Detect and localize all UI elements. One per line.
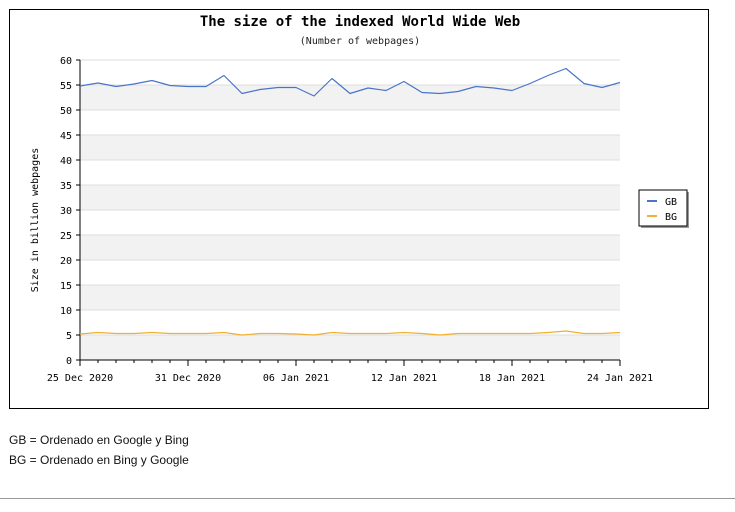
chart-title: The size of the indexed World Wide Web xyxy=(200,14,520,30)
y-tick-label: 0 xyxy=(66,356,72,367)
legend-notes: GB = Ordenado en Google y Bing BG = Orde… xyxy=(9,430,189,470)
x-tick-label: 12 Jan 2021 xyxy=(371,373,437,384)
x-tick-label: 24 Jan 2021 xyxy=(587,373,653,384)
chart-svg: The size of the indexed World Wide Web (… xyxy=(30,14,689,384)
y-axis-ticks: 0 5 10 15 20 25 30 35 40 45 50 55 60 xyxy=(60,56,80,367)
legend-label-bg: BG xyxy=(665,212,677,223)
y-tick-label: 45 xyxy=(60,131,72,142)
y-tick-label: 25 xyxy=(60,231,72,242)
y-tick-label: 35 xyxy=(60,181,72,192)
y-tick-label: 5 xyxy=(66,331,72,342)
note-gb: GB = Ordenado en Google y Bing xyxy=(9,433,189,447)
y-tick-label: 15 xyxy=(60,281,72,292)
x-tick-label: 06 Jan 2021 xyxy=(263,373,329,384)
y-tick-label: 40 xyxy=(60,156,72,167)
grid-band xyxy=(80,335,620,360)
grid-bands xyxy=(79,59,620,361)
series-line-bg xyxy=(79,330,621,336)
legend: GB BG xyxy=(638,189,689,228)
x-tick-label: 18 Jan 2021 xyxy=(479,373,545,384)
grid-band xyxy=(80,135,620,160)
y-tick-label: 30 xyxy=(60,206,72,217)
y-tick-label: 50 xyxy=(60,106,72,117)
grid-band xyxy=(80,260,620,285)
grid-band xyxy=(80,160,620,185)
x-tick-label: 25 Dec 2020 xyxy=(47,373,113,384)
legend-box xyxy=(638,189,688,227)
legend-label-gb: GB xyxy=(665,197,677,208)
series-line-gb xyxy=(79,67,621,97)
bottom-divider xyxy=(0,498,735,499)
grid-band xyxy=(80,235,620,260)
x-tick-label: 31 Dec 2020 xyxy=(155,373,221,384)
y-tick-label: 60 xyxy=(60,56,72,67)
y-tick-label: 10 xyxy=(60,306,72,317)
grid-band xyxy=(80,285,620,310)
y-tick-label: 55 xyxy=(60,81,72,92)
chart-frame: The size of the indexed World Wide Web (… xyxy=(9,9,709,409)
grid-band xyxy=(80,185,620,210)
x-axis-ticks: 25 Dec 2020 31 Dec 2020 06 Jan 2021 12 Jan … xyxy=(47,360,653,384)
grid-band xyxy=(80,85,620,110)
grid-band xyxy=(80,210,620,235)
chart-subtitle: (Number of webpages) xyxy=(300,36,420,47)
y-tick-label: 20 xyxy=(60,256,72,267)
series-lines xyxy=(79,67,621,336)
y-axis-label: Size in billion webpages xyxy=(30,148,41,293)
note-bg: BG = Ordenado en Bing y Google xyxy=(9,453,189,467)
grid-band xyxy=(80,310,620,335)
grid-band xyxy=(80,110,620,135)
grid-band xyxy=(80,60,620,85)
